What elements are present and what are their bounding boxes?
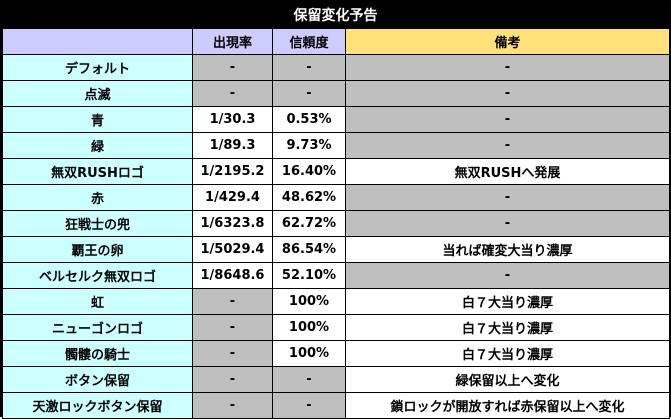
row-note: 当れば確変大当り濃厚 <box>345 236 670 263</box>
row-rate: 1/6323.8 <box>192 210 273 237</box>
table-row: 覇王の卵 1/5029.4 86.54% 当れば確変大当り濃厚 <box>2 236 670 263</box>
table-row: デフォルト - - - <box>2 54 670 81</box>
header-note: 備考 <box>345 28 670 55</box>
row-note: 鎖ロックが開放すれば赤保留以上へ変化 <box>345 392 670 419</box>
row-rate: - <box>192 288 273 315</box>
row-rate: 1/30.3 <box>192 106 273 133</box>
row-rate: - <box>192 314 273 341</box>
row-note: - <box>345 132 670 159</box>
row-note: - <box>345 184 670 211</box>
row-trust: 48.62% <box>272 184 346 211</box>
row-note: - <box>345 54 670 81</box>
row-rate: - <box>192 340 273 367</box>
row-trust: 62.72% <box>272 210 346 237</box>
row-trust: 100% <box>272 340 346 367</box>
row-name: ニューゴンロゴ <box>2 314 193 341</box>
table-row: 狂戦士の兜 1/6323.8 62.72% - <box>2 210 670 237</box>
row-note: 白７大当り濃厚 <box>345 288 670 315</box>
row-name: 狂戦士の兜 <box>2 210 193 237</box>
row-trust: 0.53% <box>272 106 346 133</box>
row-rate: - <box>192 392 273 419</box>
header-row: 出現率 信頼度 備考 <box>2 28 670 55</box>
row-name: 緑 <box>2 132 193 159</box>
row-rate: 1/429.4 <box>192 184 273 211</box>
row-trust: 86.54% <box>272 236 346 263</box>
row-rate: - <box>192 80 273 107</box>
row-name: 髑髏の騎士 <box>2 340 193 367</box>
row-name: 覇王の卵 <box>2 236 193 263</box>
row-trust: 16.40% <box>272 158 346 185</box>
table-row: 髑髏の騎士 -100% 白７大当り濃厚 <box>2 340 670 367</box>
header-name <box>2 28 193 55</box>
row-name: 天激ロックボタン保留 <box>2 392 193 419</box>
row-name: 青 <box>2 106 193 133</box>
row-rate: 1/89.3 <box>192 132 273 159</box>
table-row: 無双RUSHロゴ 1/2195.2 16.40% 無双RUSHへ発展 <box>2 158 670 185</box>
table-title: 保留変化予告 <box>2 2 669 27</box>
row-note: - <box>345 80 670 107</box>
reserve-change-table: 出現率 信頼度 備考 デフォルト - - - 点滅 - - - 青 1/30.3 0.53% - 緑 1/… <box>2 28 670 419</box>
row-note: 白７大当り濃厚 <box>345 314 670 341</box>
row-name: 点滅 <box>2 80 193 107</box>
row-trust: 100% <box>272 314 346 341</box>
row-trust: 100% <box>272 288 346 315</box>
table-row: 天激ロックボタン保留 - - 鎖ロックが開放すれば赤保留以上へ変化 <box>2 392 670 419</box>
table-row: 点滅 - - - <box>2 80 670 107</box>
header-trust: 信頼度 <box>272 28 346 55</box>
row-trust: - <box>272 54 346 81</box>
row-name: デフォルト <box>2 54 193 81</box>
row-rate: - <box>192 366 273 393</box>
table-row: 青 1/30.3 0.53% - <box>2 106 670 133</box>
table-row: ニューゴンロゴ -100% 白７大当り濃厚 <box>2 314 670 341</box>
row-name: 無双RUSHロゴ <box>2 158 193 185</box>
row-note: 緑保留以上へ変化 <box>345 366 670 393</box>
row-trust: - <box>272 392 346 419</box>
row-name: 赤 <box>2 184 193 211</box>
row-name: ボタン保留 <box>2 366 193 393</box>
table-row: ベルセルク無双ロゴ 1/8648.6 52.10% - <box>2 262 670 289</box>
row-note: - <box>345 106 670 133</box>
header-rate: 出現率 <box>192 28 273 55</box>
table-row: 緑 1/89.3 9.73% - <box>2 132 670 159</box>
row-note: 無双RUSHへ発展 <box>345 158 670 185</box>
row-rate: 1/5029.4 <box>192 236 273 263</box>
row-trust: 52.10% <box>272 262 346 289</box>
row-name: ベルセルク無双ロゴ <box>2 262 193 289</box>
row-rate: - <box>192 54 273 81</box>
row-trust: - <box>272 80 346 107</box>
row-rate: 1/8648.6 <box>192 262 273 289</box>
table-row: 虹 -100% 白７大当り濃厚 <box>2 288 670 315</box>
table-row: 赤 1/429.4 48.62% - <box>2 184 670 211</box>
row-note: - <box>345 210 670 237</box>
row-trust: 9.73% <box>272 132 346 159</box>
row-note: - <box>345 262 670 289</box>
row-name: 虹 <box>2 288 193 315</box>
row-trust: - <box>272 366 346 393</box>
table-row: ボタン保留 - - 緑保留以上へ変化 <box>2 366 670 393</box>
row-rate: 1/2195.2 <box>192 158 273 185</box>
row-note: 白７大当り濃厚 <box>345 340 670 367</box>
